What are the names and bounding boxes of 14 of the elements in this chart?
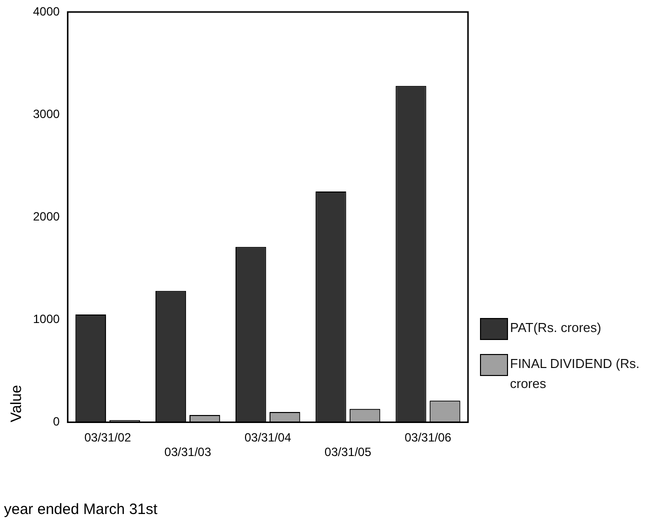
legend-label: FINAL DIVIDEND (Rs. crores	[510, 355, 641, 393]
y-tick-label: 1000	[32, 312, 60, 326]
x-axis-title: year ended March 31st	[4, 501, 158, 518]
x-tick-label: 03/31/06	[404, 430, 452, 445]
y-tick-label: 2000	[32, 209, 60, 224]
x-tick-label: 03/31/05	[324, 445, 372, 460]
y-tick-label: 0	[53, 414, 60, 429]
x-tick-label: 03/31/04	[244, 430, 292, 445]
x-tick-label: 03/31/03	[164, 445, 212, 460]
legend-label: PAT(Rs. crores)	[510, 319, 602, 337]
x-tick-label: 03/31/02	[84, 430, 132, 445]
y-tick-label: 3000	[32, 106, 60, 121]
y-axis-title: Value	[8, 384, 26, 422]
y-tick-label: 4000	[32, 4, 60, 18]
